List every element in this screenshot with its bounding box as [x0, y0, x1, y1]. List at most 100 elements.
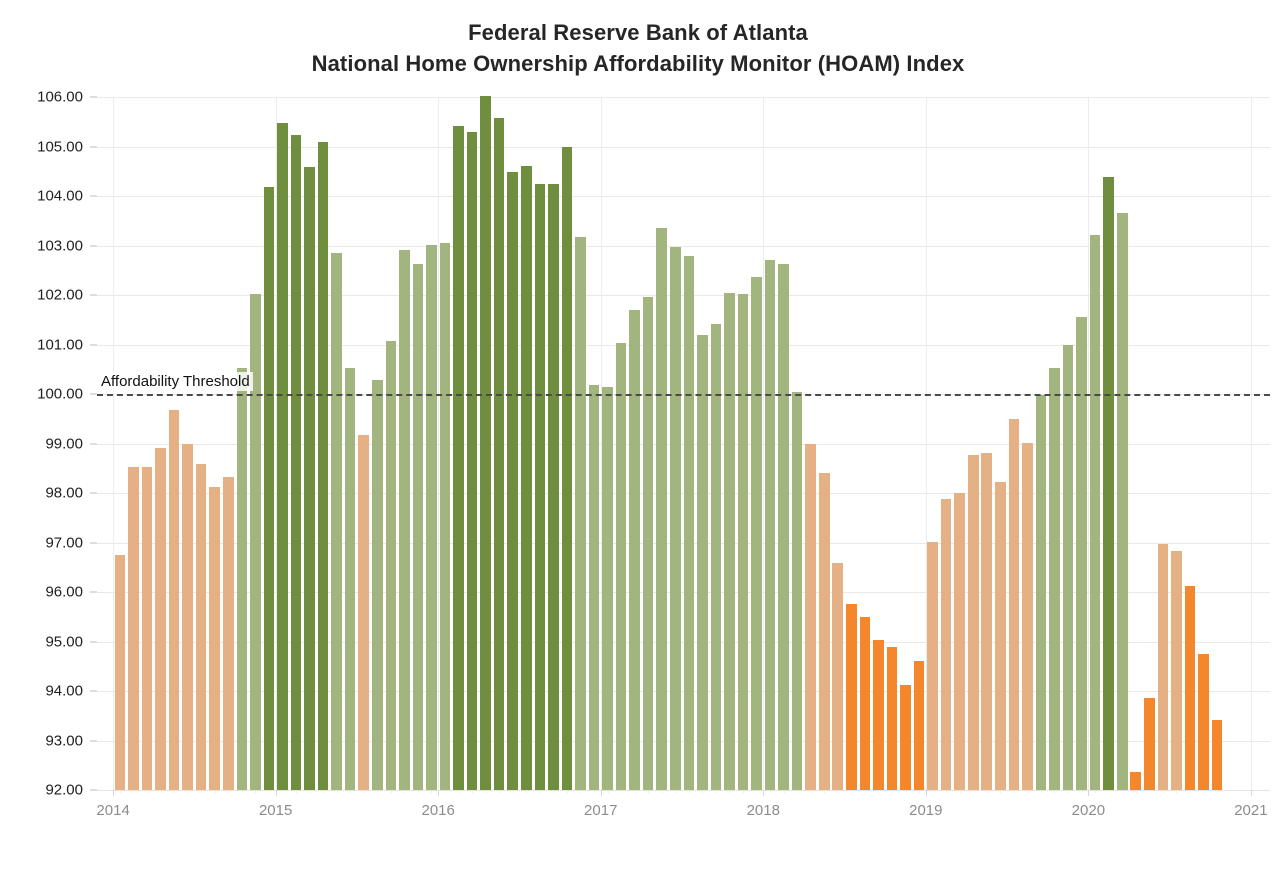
bar[interactable]	[1062, 344, 1074, 790]
bar[interactable]	[385, 340, 397, 790]
bar[interactable]	[534, 183, 546, 790]
bar[interactable]	[629, 309, 640, 790]
bar[interactable]	[873, 639, 884, 790]
bar[interactable]	[439, 242, 451, 790]
bar[interactable]	[832, 563, 844, 790]
bar[interactable]	[155, 448, 166, 790]
bar[interactable]	[1076, 316, 1087, 790]
bar[interactable]	[954, 493, 965, 790]
x-minor-tick	[1000, 790, 1002, 793]
x-minor-tick	[1149, 790, 1151, 793]
x-tick-label: 2020	[1071, 802, 1106, 819]
bar[interactable]	[250, 294, 261, 790]
x-minor-tick	[539, 790, 541, 793]
bar[interactable]	[317, 142, 329, 790]
bar[interactable]	[128, 467, 139, 790]
x-minor-tick	[770, 790, 772, 793]
bar[interactable]	[1211, 719, 1223, 790]
bar[interactable]	[886, 647, 898, 790]
bar[interactable]	[507, 172, 518, 790]
bar[interactable]	[697, 334, 708, 790]
x-minor-tick	[1176, 790, 1178, 793]
bar[interactable]	[724, 292, 735, 790]
bar[interactable]	[371, 380, 383, 790]
bar[interactable]	[859, 616, 871, 790]
y-tick-mark	[90, 690, 97, 692]
bar[interactable]	[1116, 212, 1128, 790]
y-tick-label: 94.00	[45, 682, 83, 700]
bar[interactable]	[236, 367, 248, 790]
x-tick-label: 2017	[584, 802, 618, 819]
bar[interactable]	[588, 384, 600, 790]
bar[interactable]	[222, 477, 234, 790]
x-minor-tick	[1068, 790, 1070, 793]
bar[interactable]	[900, 684, 911, 790]
bar[interactable]	[331, 252, 342, 790]
bar[interactable]	[466, 131, 478, 790]
bar[interactable]	[209, 487, 220, 790]
bar[interactable]	[290, 135, 302, 790]
bar[interactable]	[791, 391, 803, 790]
bar[interactable]	[344, 368, 356, 790]
bar[interactable]	[399, 250, 410, 790]
bar[interactable]	[168, 410, 180, 790]
bar[interactable]	[818, 473, 830, 790]
bar[interactable]	[426, 245, 437, 790]
bar[interactable]	[683, 256, 695, 790]
bar[interactable]	[656, 228, 667, 790]
bar[interactable]	[114, 554, 126, 790]
bar[interactable]	[1198, 653, 1209, 790]
bar[interactable]	[1157, 543, 1169, 790]
bar[interactable]	[764, 260, 776, 790]
x-minor-tick	[1108, 790, 1110, 793]
bar[interactable]	[846, 603, 857, 790]
bar[interactable]	[805, 444, 816, 790]
bar[interactable]	[548, 183, 559, 790]
bar[interactable]	[1184, 586, 1196, 790]
bar[interactable]	[412, 264, 424, 790]
bar[interactable]	[602, 386, 613, 790]
bar[interactable]	[453, 125, 464, 790]
bar[interactable]	[981, 453, 993, 790]
bar[interactable]	[995, 482, 1006, 790]
bar[interactable]	[1089, 234, 1101, 790]
bar[interactable]	[358, 434, 369, 790]
bar[interactable]	[1171, 551, 1182, 790]
bar[interactable]	[710, 323, 722, 790]
bar[interactable]	[615, 342, 627, 790]
bar[interactable]	[1130, 772, 1142, 790]
bar[interactable]	[277, 123, 288, 790]
bar[interactable]	[669, 247, 681, 790]
bar[interactable]	[642, 296, 654, 790]
bar[interactable]	[940, 498, 952, 790]
x-minor-tick	[580, 790, 582, 793]
bar[interactable]	[1049, 368, 1060, 790]
bar[interactable]	[913, 661, 925, 790]
bar[interactable]	[1144, 698, 1155, 790]
x-tick-label: 2021	[1234, 802, 1268, 819]
bar[interactable]	[575, 237, 586, 790]
bar[interactable]	[1103, 177, 1114, 790]
bar[interactable]	[1022, 442, 1033, 790]
bar[interactable]	[480, 96, 491, 790]
bar[interactable]	[1035, 395, 1047, 790]
bar[interactable]	[263, 187, 275, 790]
bar[interactable]	[520, 166, 532, 790]
bar[interactable]	[778, 264, 789, 790]
bar[interactable]	[737, 294, 749, 790]
x-minor-tick	[526, 790, 528, 793]
bar[interactable]	[304, 167, 315, 790]
bar[interactable]	[141, 467, 153, 790]
bar[interactable]	[561, 146, 573, 790]
x-minor-tick	[201, 790, 203, 793]
bars-layer	[97, 96, 1270, 790]
bar[interactable]	[751, 276, 762, 790]
x-minor-tick	[295, 790, 297, 793]
x-minor-tick	[363, 790, 365, 793]
bar[interactable]	[967, 455, 979, 790]
bar[interactable]	[493, 117, 505, 790]
bar[interactable]	[1008, 418, 1020, 790]
bar[interactable]	[195, 464, 207, 790]
bar[interactable]	[927, 541, 938, 790]
bar[interactable]	[182, 443, 193, 790]
